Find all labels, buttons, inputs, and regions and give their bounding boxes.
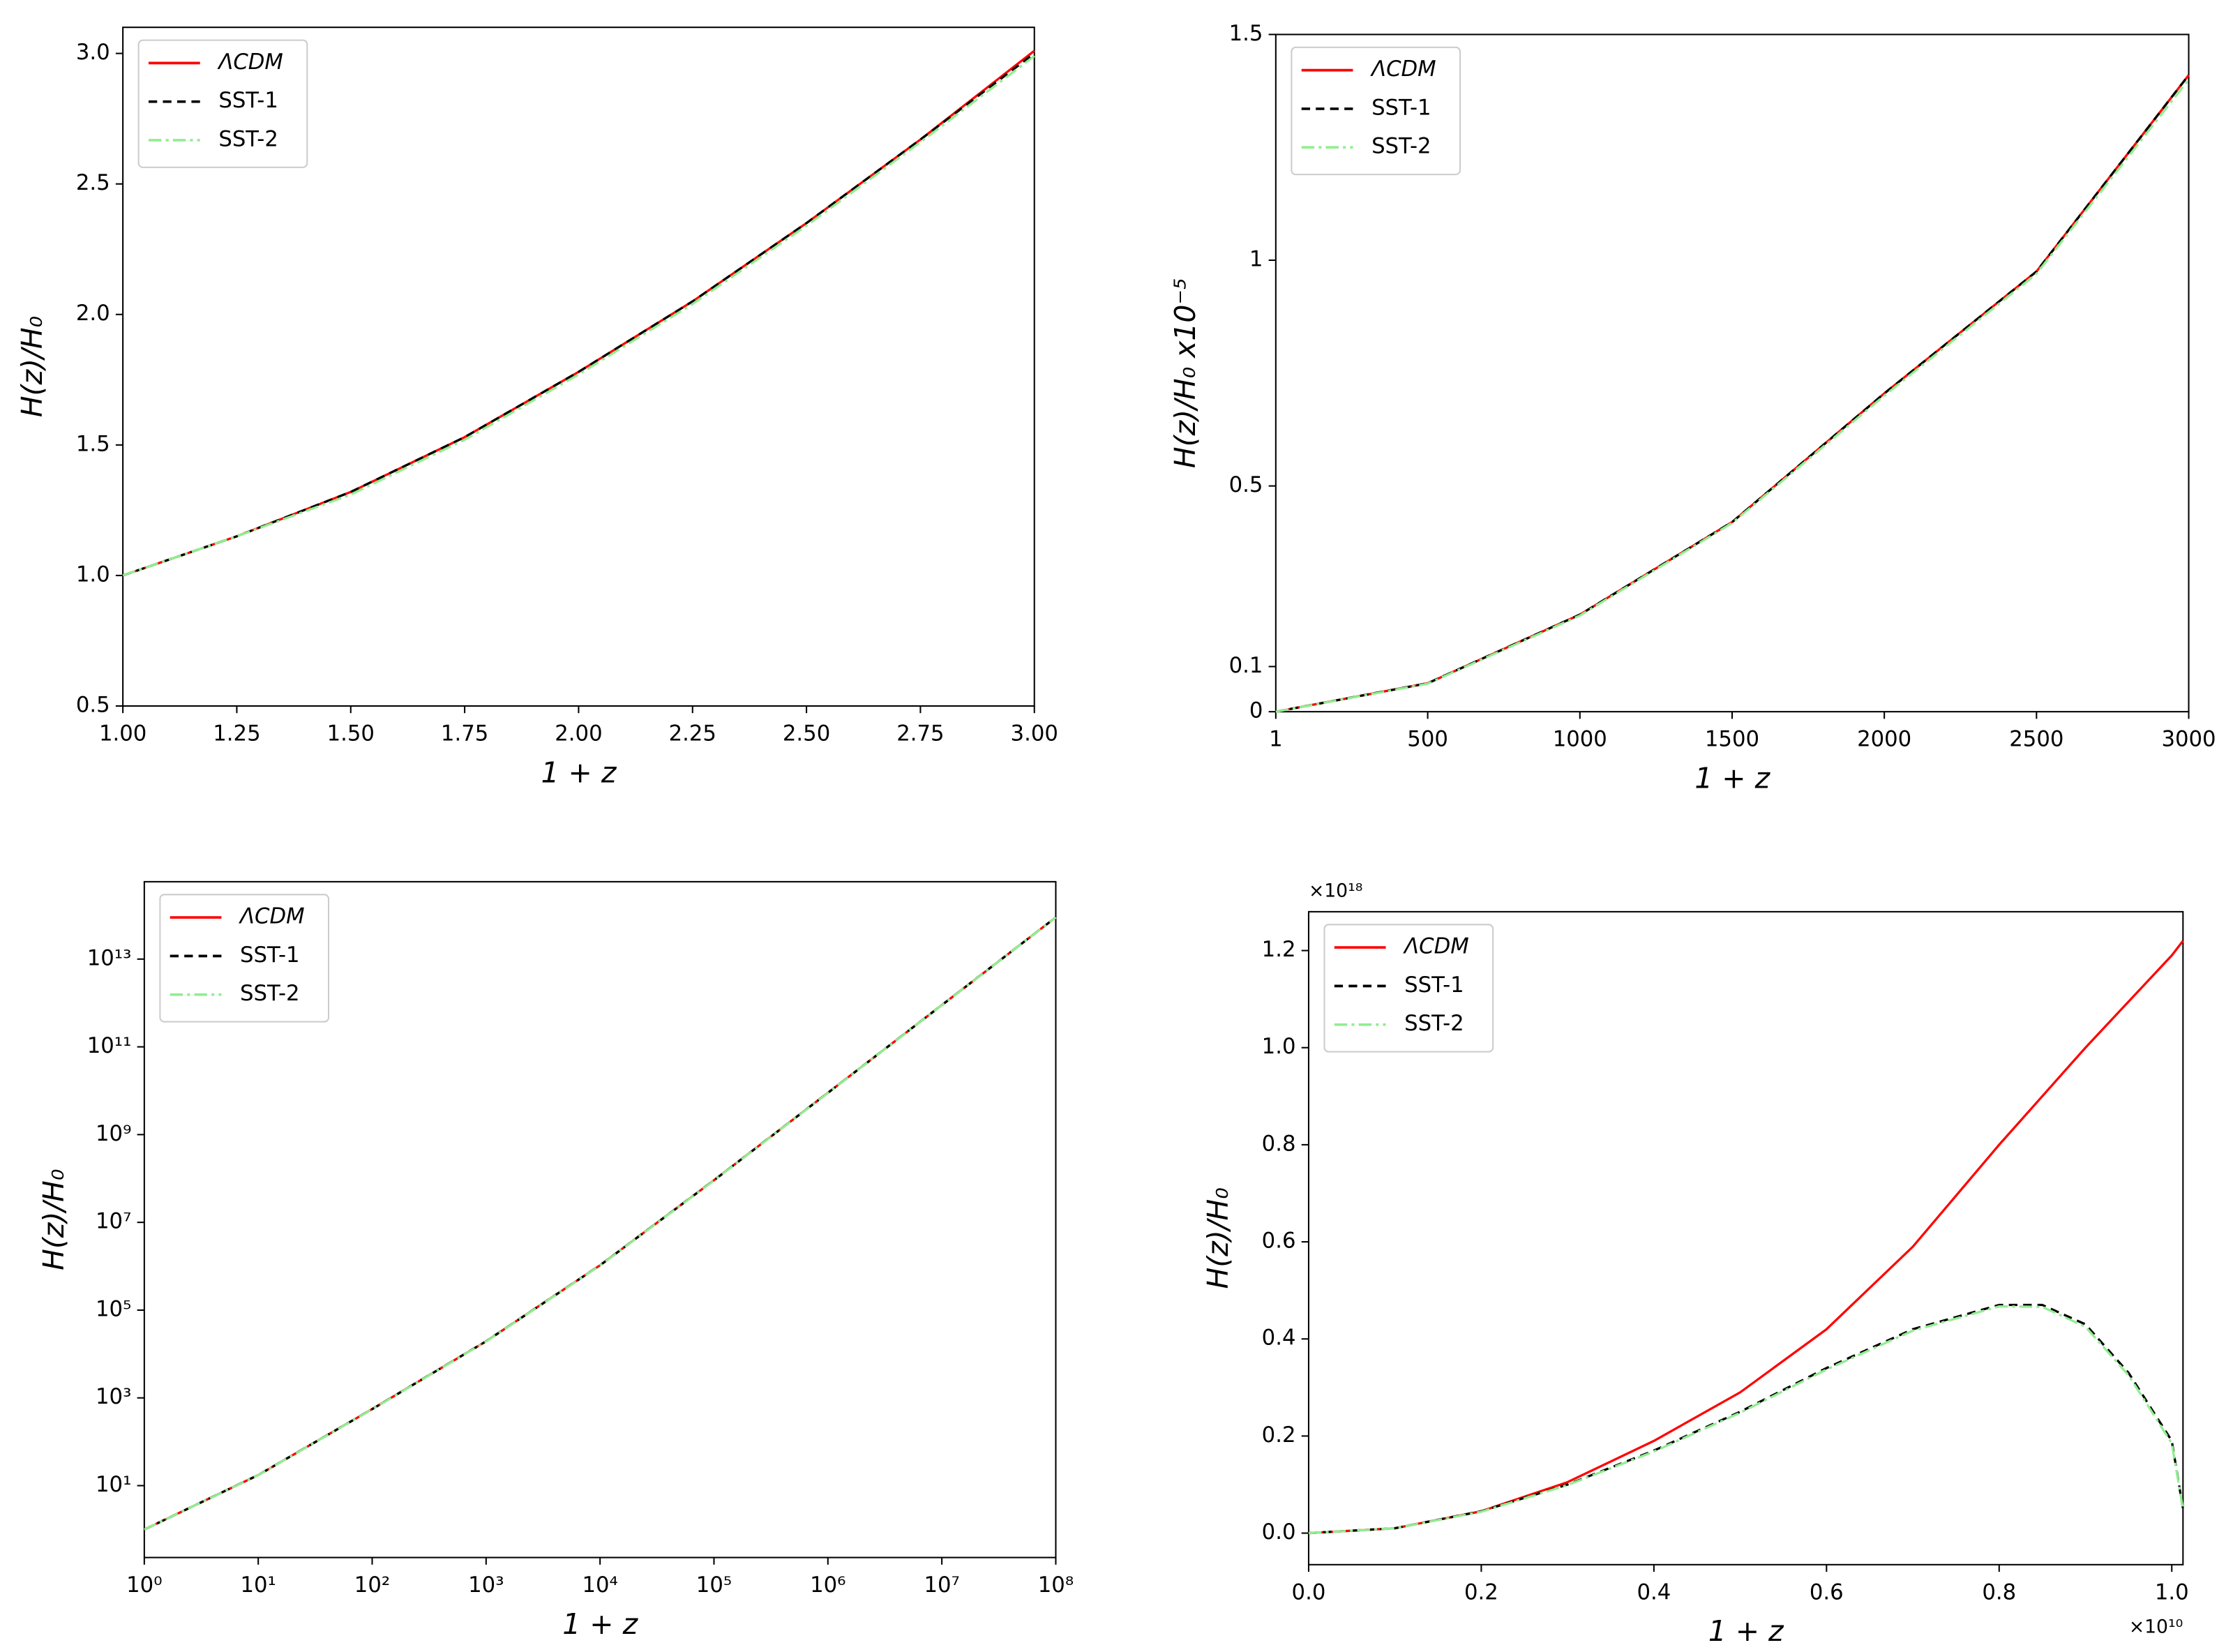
- y-tick-label: 10⁷: [96, 1209, 131, 1234]
- x-tick-label: 2.50: [783, 721, 830, 746]
- series-line: [122, 52, 1035, 577]
- x-tick-label: 3000: [2161, 727, 2216, 752]
- y-tick-label: 1.0: [1262, 1034, 1296, 1059]
- x-tick-label: 10⁸: [1038, 1572, 1074, 1598]
- y-tick-label: 1.5: [76, 431, 110, 456]
- x-tick-label: 10²: [354, 1572, 390, 1598]
- legend-label: SST-1: [1404, 973, 1464, 998]
- legend-label: SST-2: [240, 981, 300, 1006]
- x-tick-label: 0.0: [1292, 1579, 1326, 1605]
- x-tick-label: 0.4: [1637, 1579, 1671, 1605]
- x-tick-label: 0.6: [1810, 1579, 1844, 1605]
- y-axis-label: H(z)/H₀ x10⁻⁵: [1168, 278, 1202, 469]
- y-tick-label: 2.0: [76, 301, 110, 326]
- plot-frame: [1307, 910, 2184, 1565]
- y-tick-label: 3.0: [76, 40, 110, 65]
- x-tick-label: 10⁶: [810, 1572, 845, 1598]
- y-tick-label: 0.5: [76, 692, 110, 717]
- legend-box: [159, 894, 330, 1023]
- legend-box: [137, 39, 308, 168]
- legend-label: SST-2: [1371, 134, 1431, 159]
- y-tick-label: 1.2: [1262, 937, 1296, 962]
- x-tick-label: 1.00: [99, 721, 146, 746]
- x-tick-label: 2500: [2009, 727, 2063, 752]
- y-tick-label: 1.5: [1229, 21, 1263, 46]
- series-line: [1275, 74, 2190, 713]
- x-tick-label: 10⁴: [582, 1572, 617, 1598]
- x-axis-label: 1 + z: [1708, 1614, 1784, 1648]
- legend-label: ΛCDM: [1370, 57, 1436, 82]
- y-tick-label: 10³: [96, 1384, 131, 1409]
- legend-label: ΛCDM: [217, 50, 283, 75]
- x-tick-label: 1000: [1553, 727, 1607, 752]
- y-tick-label: 10⁵: [96, 1296, 131, 1321]
- x-tick-label: 500: [1407, 727, 1448, 752]
- x-tick-label: 1.75: [441, 721, 488, 746]
- x-tick-label: 10⁷: [924, 1572, 959, 1598]
- x-tick-label: 1.25: [213, 721, 260, 746]
- x-axis-label: 1 + z: [1694, 761, 1770, 795]
- series-line: [144, 916, 1057, 1531]
- y-tick-label: 0.8: [1262, 1131, 1296, 1156]
- x-tick-label: 10⁵: [696, 1572, 732, 1598]
- y-tick-label: 0.2: [1262, 1422, 1296, 1448]
- legend-label: SST-1: [1371, 95, 1431, 120]
- y-axis-label: H(z)/H₀: [37, 1169, 70, 1270]
- x-tick-label: 10³: [468, 1572, 504, 1598]
- x-axis-label: 1 + z: [562, 1607, 638, 1641]
- x-tick-label: 2000: [1857, 727, 1911, 752]
- x-tick-label: 1.50: [327, 721, 375, 746]
- y-tick-label: 0: [1249, 698, 1263, 723]
- legend-label: SST-2: [218, 126, 278, 151]
- y-tick-label: 0.6: [1262, 1229, 1296, 1254]
- y-tick-label: 1.0: [76, 562, 110, 587]
- x-tick-label: 10¹: [240, 1572, 276, 1598]
- y-tick-label: 0.0: [1262, 1519, 1296, 1545]
- y-tick-label: 0.5: [1229, 472, 1263, 497]
- y-tick-label: 1: [1249, 246, 1263, 271]
- series-line: [1308, 1303, 2184, 1535]
- legend-label: SST-1: [218, 88, 278, 113]
- y-tick-label: 10⁹: [96, 1121, 131, 1146]
- x-tick-label: 1500: [1705, 727, 1759, 752]
- y-axis-label: H(z)/H₀: [15, 316, 49, 417]
- series-line: [1275, 79, 2190, 713]
- x-tick-label: 0.8: [1982, 1579, 2016, 1605]
- x-tick-label: 0.2: [1464, 1579, 1498, 1605]
- legend-label: ΛCDM: [1403, 934, 1469, 959]
- y-tick-label: 0.1: [1229, 653, 1263, 678]
- series-line: [1308, 1305, 2184, 1535]
- x-offset-label: ×10¹⁰: [2129, 1616, 2183, 1637]
- chart: 0.0 0.2 0.4 0.6 0.8 1.0 0.0 0.2 0.4 0.6 0.8 1.0 1.2 1…: [1201, 880, 2189, 1648]
- y-tick-label: 2.5: [76, 170, 110, 195]
- x-tick-label: 1: [1269, 727, 1283, 752]
- legend-label: SST-1: [240, 943, 300, 968]
- legend-box: [1291, 46, 1461, 176]
- y-tick-label: 10¹¹: [87, 1033, 132, 1058]
- y-offset-label: ×10¹⁸: [1309, 880, 1363, 902]
- x-tick-label: 2.75: [896, 721, 944, 746]
- y-axis-label: H(z)/H₀: [1201, 1187, 1235, 1289]
- x-tick-label: 1.0: [2155, 1579, 2189, 1605]
- x-tick-label: 10⁰: [126, 1572, 162, 1598]
- x-tick-label: 3.00: [1011, 721, 1058, 746]
- legend-box: [1323, 924, 1494, 1053]
- y-tick-label: 10¹: [96, 1472, 131, 1497]
- y-tick-label: 10¹³: [87, 945, 132, 970]
- chart: 1.00 1.25 1.50 1.75 2.00 2.25 2.50 2.75 3.00 0.5 1…: [15, 27, 1058, 789]
- x-tick-label: 2.00: [555, 721, 602, 746]
- y-tick-label: 0.4: [1262, 1326, 1296, 1351]
- legend-label: SST-2: [1404, 1011, 1464, 1036]
- x-tick-label: 2.25: [669, 721, 716, 746]
- chart: 10⁰ 10¹ 10² 10³ 10⁴ 10⁵ 10⁶ 10⁷ 10⁸ 10¹ 10³ 10⁵ 10⁷ 1…: [37, 880, 1074, 1641]
- legend-label: ΛCDM: [239, 904, 305, 929]
- x-axis-label: 1 + z: [541, 756, 617, 789]
